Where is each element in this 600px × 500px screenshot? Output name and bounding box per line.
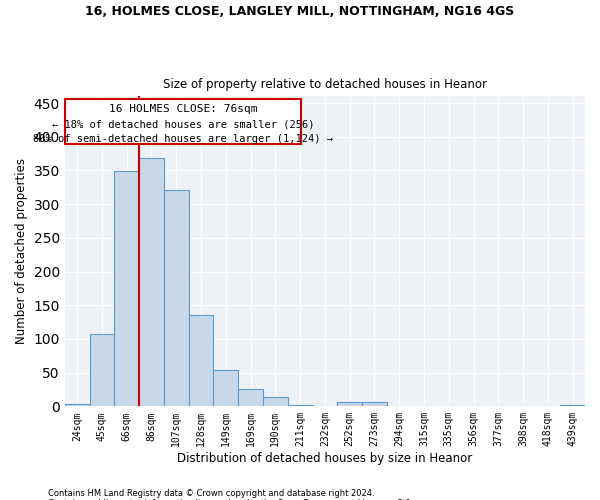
- Bar: [214, 370, 238, 406]
- Bar: [362, 402, 387, 406]
- FancyBboxPatch shape: [65, 100, 301, 144]
- Text: ← 18% of detached houses are smaller (256): ← 18% of detached houses are smaller (25…: [52, 119, 314, 129]
- X-axis label: Distribution of detached houses by size in Heanor: Distribution of detached houses by size …: [177, 452, 473, 465]
- Bar: [164, 190, 188, 406]
- Bar: [115, 171, 139, 406]
- Bar: [263, 397, 288, 406]
- Bar: [560, 405, 585, 406]
- Title: Size of property relative to detached houses in Heanor: Size of property relative to detached ho…: [163, 78, 487, 91]
- Text: 16 HOLMES CLOSE: 76sqm: 16 HOLMES CLOSE: 76sqm: [109, 104, 257, 115]
- Text: 80% of semi-detached houses are larger (1,124) →: 80% of semi-detached houses are larger (…: [33, 134, 333, 144]
- Bar: [65, 404, 89, 406]
- Text: 16, HOLMES CLOSE, LANGLEY MILL, NOTTINGHAM, NG16 4GS: 16, HOLMES CLOSE, LANGLEY MILL, NOTTINGH…: [85, 5, 515, 18]
- Text: Contains HM Land Registry data © Crown copyright and database right 2024.: Contains HM Land Registry data © Crown c…: [48, 488, 374, 498]
- Bar: [139, 158, 164, 406]
- Bar: [337, 402, 362, 406]
- Bar: [188, 316, 214, 406]
- Bar: [89, 334, 115, 406]
- Bar: [288, 405, 313, 406]
- Bar: [238, 390, 263, 406]
- Text: Contains public sector information licensed under the Open Government Licence v3: Contains public sector information licen…: [48, 498, 413, 500]
- Y-axis label: Number of detached properties: Number of detached properties: [15, 158, 28, 344]
